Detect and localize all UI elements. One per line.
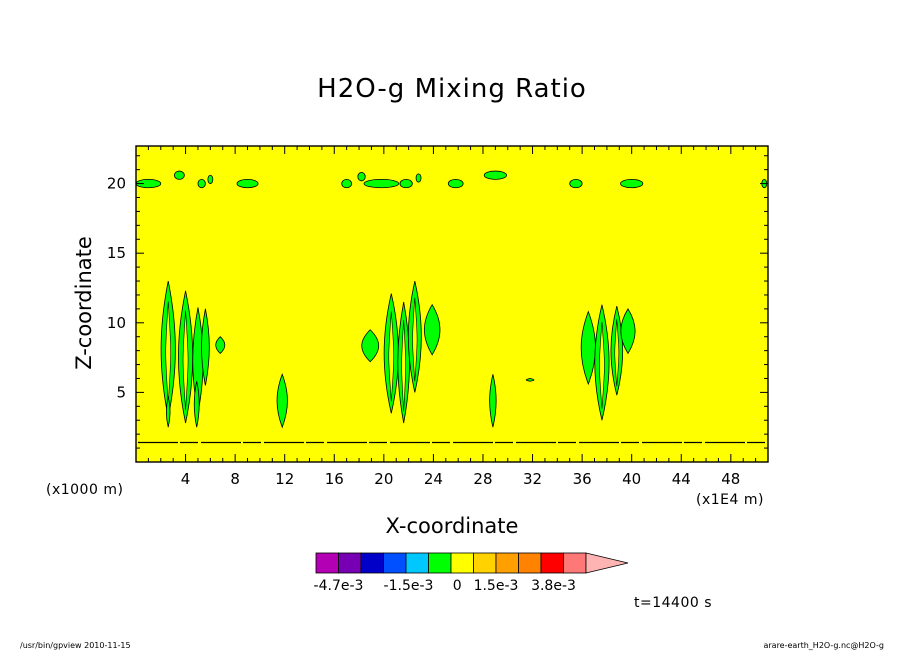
anomaly-dot-32 xyxy=(525,378,535,382)
x-tick-label: 16 xyxy=(325,470,344,488)
upper-patch-6 xyxy=(357,172,366,182)
anomaly-blob-left xyxy=(215,336,226,354)
upper-patch-8 xyxy=(399,179,413,189)
anomaly-tower-left-6 xyxy=(193,381,200,428)
colorbar-segment xyxy=(518,552,542,574)
colorbar-label: 3.8e-3 xyxy=(531,578,576,594)
colorbar-label: 0 xyxy=(453,578,462,594)
x-tick-label: 44 xyxy=(672,470,691,488)
anomaly-blob-mid-right xyxy=(423,303,441,356)
anomaly-blob-right xyxy=(620,308,636,355)
upper-patch-10 xyxy=(447,179,464,189)
core-tower-left-2 xyxy=(182,310,189,410)
x-tick-label: 8 xyxy=(230,470,240,488)
x-tick-label: 20 xyxy=(374,470,393,488)
x-axis-label: X-coordinate xyxy=(385,514,519,538)
x-tick-label: 24 xyxy=(424,470,443,488)
colorbar-segment xyxy=(383,552,407,574)
upper-patch-12 xyxy=(569,179,583,189)
y-axis-label: Z-coordinate xyxy=(72,236,96,370)
plot-frame xyxy=(135,145,769,463)
core-tower-right-3 xyxy=(614,319,620,387)
core-tower-right-2 xyxy=(599,322,605,409)
x-tick-label: 4 xyxy=(181,470,191,488)
footer-file-info: arare-earth_H2O-g.nc@H2O-g xyxy=(763,641,884,650)
y-tick-label: 15 xyxy=(107,244,126,262)
upper-patch-1 xyxy=(174,170,185,180)
upper-patch-5 xyxy=(341,179,353,189)
core-tower-left-1 xyxy=(165,301,172,404)
anomaly-blob-mid-left xyxy=(361,329,380,363)
upper-patch-2 xyxy=(197,179,206,189)
colorbar-segment xyxy=(563,552,587,574)
colorbar-segment xyxy=(338,552,362,574)
core-tower-mid-3 xyxy=(412,297,418,382)
colorbar-label: -1.5e-3 xyxy=(384,578,434,594)
colorbar-segment xyxy=(473,552,497,574)
colorbar-segment xyxy=(405,552,429,574)
anomaly-tower-left-5 xyxy=(165,396,171,428)
time-label: t=14400 s xyxy=(634,595,712,611)
anomaly-stub-29 xyxy=(489,374,497,428)
plot-area xyxy=(135,146,768,462)
y-tick-label: 5 xyxy=(116,383,126,401)
x-tick-label: 28 xyxy=(473,470,492,488)
colorbar: -4.7e-3 -1.5e-3 0 1.5e-3 3.8e-3 xyxy=(314,552,629,594)
core-tower-mid-2 xyxy=(401,320,407,411)
colorbar-segment xyxy=(428,552,452,574)
upper-patch-3 xyxy=(207,174,214,184)
x-tick-label: 32 xyxy=(523,470,542,488)
field-background xyxy=(136,146,768,462)
core-tower-mid-1 xyxy=(388,311,395,402)
x-tick-label: 12 xyxy=(275,470,294,488)
colorbar-segment xyxy=(315,552,339,574)
colorbar-arrow xyxy=(585,552,629,574)
upper-patch-7 xyxy=(363,179,400,189)
y-axis-unit: (x1000 m) xyxy=(46,482,124,498)
colorbar-segment xyxy=(495,552,519,574)
upper-patch-13 xyxy=(620,179,644,189)
chart-title: H2O-g Mixing Ratio xyxy=(317,74,587,104)
colorbar-segment xyxy=(450,552,474,574)
colorbar-segment xyxy=(360,552,384,574)
y-tick-label: 20 xyxy=(107,175,126,193)
colorbar-label: -4.7e-3 xyxy=(314,578,364,594)
x-tick-label: 36 xyxy=(573,470,592,488)
colorbar-segment xyxy=(540,552,564,574)
anomaly-tower-left-4 xyxy=(201,308,210,386)
anomaly-tower-right-1 xyxy=(580,310,596,386)
upper-patch-4 xyxy=(236,179,259,189)
footer-program-info: /usr/bin/gpview 2010-11-15 xyxy=(20,641,131,650)
upper-patch-11 xyxy=(483,170,507,180)
upper-patch-9 xyxy=(415,173,422,183)
anomaly-stub-12 xyxy=(276,373,288,429)
x-tick-label: 40 xyxy=(622,470,641,488)
y-tick-label: 10 xyxy=(107,314,126,332)
x-axis-unit: (x1E4 m) xyxy=(696,492,764,508)
x-tick-label: 48 xyxy=(721,470,740,488)
colorbar-label: 1.5e-3 xyxy=(474,578,519,594)
